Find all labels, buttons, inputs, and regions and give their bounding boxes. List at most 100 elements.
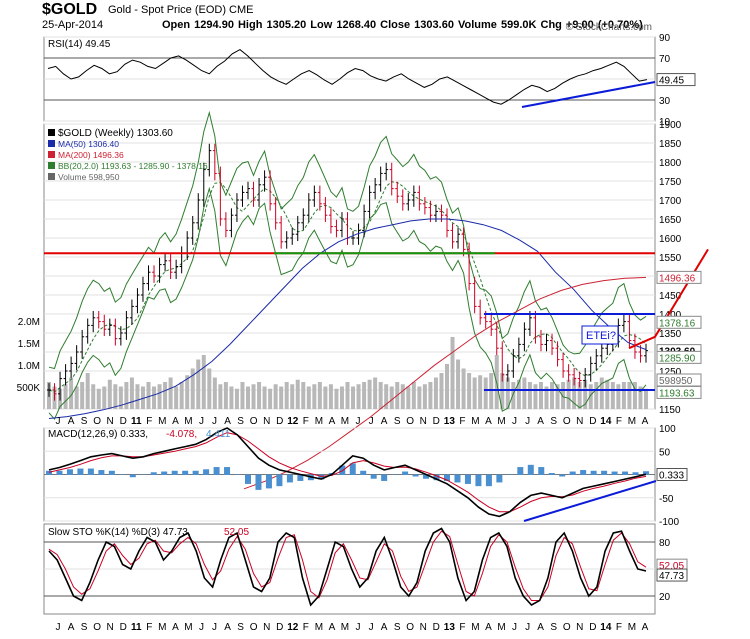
price-legend-entry: $GOLD (Weekly) 1303.60	[58, 128, 173, 139]
macd-histogram-bar	[402, 471, 409, 475]
macd-legend-hist: 4.411	[206, 429, 231, 440]
volume-bar	[262, 386, 267, 409]
volume-bar	[472, 377, 477, 409]
macd-histogram-bar	[559, 474, 566, 477]
volume-bar	[257, 382, 262, 409]
price-x-label: M	[184, 416, 192, 427]
sto-x-label: S	[394, 622, 401, 633]
volume-bar	[439, 373, 444, 409]
sto-x-label: J	[56, 622, 61, 633]
macd-legend-macd: MACD(12,26,9) 0.333,	[48, 429, 148, 440]
macd-trendline	[523, 480, 657, 522]
macd-histogram-bar	[98, 470, 105, 475]
price-tick-label: 1900	[659, 120, 682, 131]
macd-tick-label: -100	[659, 517, 679, 528]
sto-x-label: J	[369, 622, 374, 633]
price-x-label: J	[512, 416, 517, 427]
price-x-label: O	[563, 416, 571, 427]
volume-bar	[157, 384, 162, 409]
volume-bar	[301, 382, 306, 409]
price-tick-label: 1650	[659, 215, 682, 226]
price-tick-label: 1350	[659, 329, 682, 340]
price-legend-entry: MA(50) 1306.40	[58, 139, 119, 149]
volume-bar	[594, 382, 599, 409]
volume-bar	[323, 386, 328, 409]
price-x-label: A	[172, 416, 179, 427]
volume-bar	[140, 386, 145, 409]
symbol-title: $GOLD	[42, 1, 98, 18]
sto-x-label: S	[237, 622, 244, 633]
sto-x-label: A	[68, 622, 75, 633]
volume-bar	[561, 382, 566, 409]
macd-histogram-bar	[569, 471, 576, 475]
volume-bar	[80, 382, 85, 409]
macd-histogram-bar	[475, 474, 482, 487]
macd-histogram-bar	[66, 469, 73, 475]
volume-bar	[218, 384, 223, 409]
price-x-label: F	[303, 416, 309, 427]
volume-bar	[456, 359, 461, 409]
price-x-label: M	[497, 416, 505, 427]
volume-tick-label: 500K	[17, 383, 41, 394]
volume-bar	[85, 373, 90, 409]
volume-bar	[334, 388, 339, 409]
price-x-label: D	[433, 416, 440, 427]
macd-histogram-bar	[56, 470, 63, 475]
macd-histogram-bar	[632, 472, 639, 475]
volume-bar	[511, 382, 516, 409]
symbol-name: Gold - Spot Price (EOD) CME	[108, 4, 254, 16]
volume-bar	[223, 382, 228, 409]
volume-bar	[566, 379, 571, 409]
volume-bar	[527, 382, 532, 409]
volume-bar	[212, 377, 217, 409]
sto-x-label: O	[93, 622, 101, 633]
volume-bar	[273, 384, 278, 409]
volume-bar	[644, 388, 648, 409]
volume-bar	[124, 382, 129, 409]
macd-histogram-bar	[548, 473, 555, 475]
sto-x-label: O	[250, 622, 258, 633]
macd-histogram-bar	[245, 474, 251, 484]
price-x-label: 12	[287, 416, 299, 427]
price-current-label: 1193.63	[659, 388, 695, 399]
price-x-label: S	[81, 416, 88, 427]
brand-watermark: © StockCharts.com	[565, 22, 652, 33]
macd-histogram-bar	[496, 474, 503, 483]
price-x-label: F	[616, 416, 622, 427]
price-current-label: 1378.16	[659, 318, 696, 329]
sto-x-label: O	[563, 622, 571, 633]
volume-bar	[378, 382, 383, 409]
price-x-label: S	[394, 416, 401, 427]
macd-histogram-bar	[527, 464, 534, 475]
macd-histogram-bar	[643, 471, 649, 475]
rsi-trendline	[521, 81, 656, 108]
rsi-tick-label: 90	[659, 33, 671, 44]
price-x-label: M	[315, 416, 323, 427]
price-x-label: A	[224, 416, 231, 427]
legend-swatch	[48, 129, 55, 136]
macd-histogram-bar	[318, 474, 325, 480]
rsi-current-label: 49.45	[659, 76, 684, 87]
volume-bar	[362, 382, 367, 409]
volume-bar	[306, 386, 311, 409]
price-x-label: O	[93, 416, 101, 427]
price-x-label: M	[341, 416, 349, 427]
sto-x-label: D	[120, 622, 127, 633]
volume-bar	[201, 355, 206, 409]
macd-tick-label: 100	[659, 424, 676, 435]
volume-bar	[422, 384, 427, 409]
price-x-label: J	[356, 416, 361, 427]
macd-line	[48, 427, 647, 518]
price-current-box	[656, 315, 702, 329]
sto-x-label: N	[420, 622, 427, 633]
volume-bar	[433, 377, 438, 409]
macd-histogram-bar	[171, 470, 178, 475]
volume-bar	[572, 377, 577, 409]
volume-bar	[599, 377, 604, 409]
sto-x-label: A	[329, 622, 336, 633]
price-tick-label: 1750	[659, 177, 682, 188]
volume-tick-label: 1.0M	[18, 361, 40, 372]
price-x-label: M	[471, 416, 479, 427]
volume-bar	[240, 382, 245, 409]
macd-histogram-bar	[506, 474, 513, 475]
